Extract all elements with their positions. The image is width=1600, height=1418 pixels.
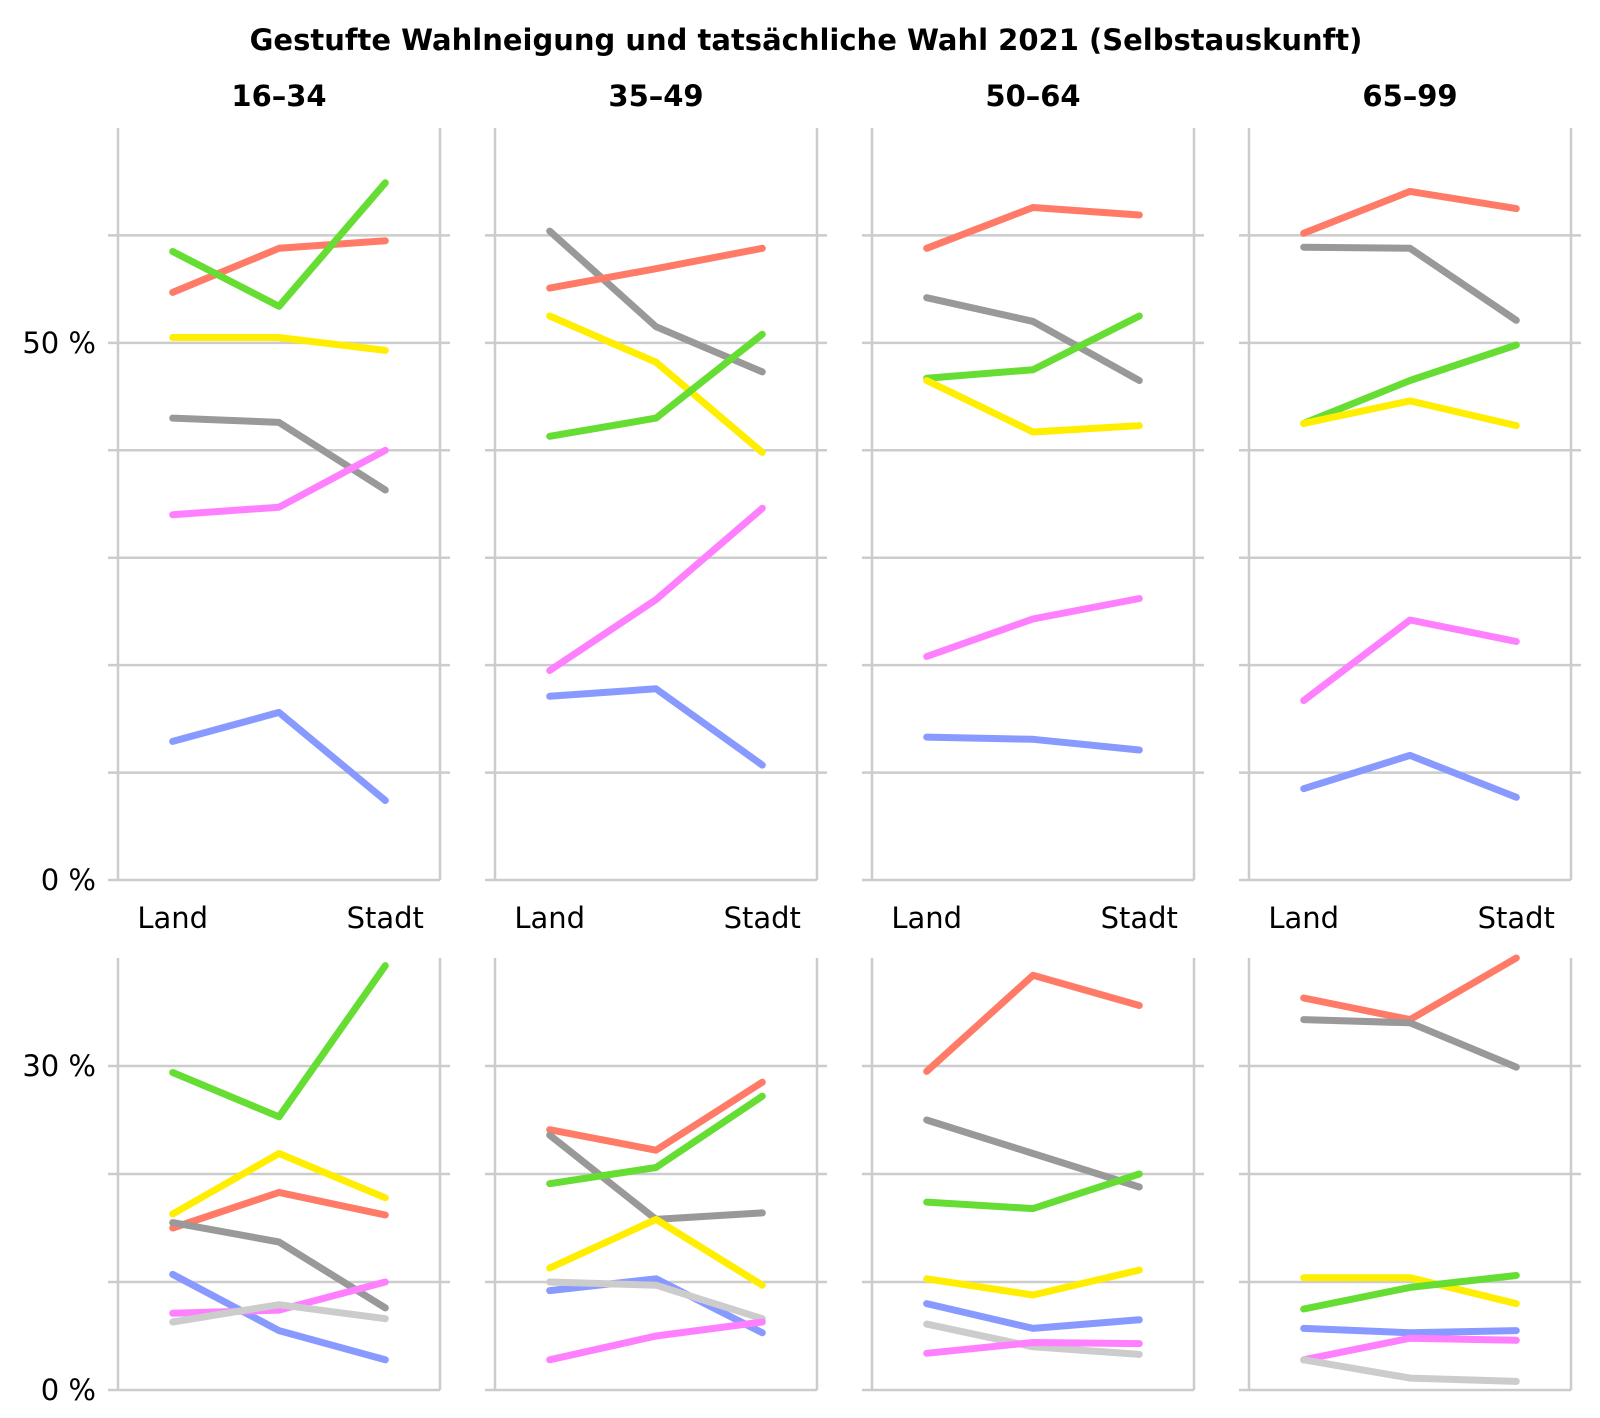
series-line-7	[1300, 1356, 1520, 1385]
series-line-1	[546, 1078, 766, 1154]
series-line-1	[923, 204, 1143, 252]
panel-2-1	[108, 958, 450, 1392]
x-tick-label-land: Land	[1268, 901, 1339, 935]
series-line-1	[169, 962, 389, 1121]
series-line-3	[546, 312, 766, 456]
y-tick-label-2-1: 0 %	[41, 1373, 96, 1407]
column-title-2: 35–49	[608, 79, 703, 113]
panel-1-4: Land Stadt	[1239, 128, 1581, 935]
series-line-5	[169, 1270, 389, 1364]
series-line-2	[169, 1150, 389, 1218]
series-line-7	[923, 1339, 1143, 1357]
series-line-4	[1300, 397, 1520, 430]
series-line-3	[546, 1092, 766, 1188]
series-line-5	[169, 446, 389, 519]
x-tick-label-stadt: Stadt	[1101, 901, 1178, 935]
x-tick-label-land: Land	[891, 901, 962, 935]
series-line-5	[546, 1275, 766, 1337]
column-title-3: 50–64	[985, 79, 1080, 113]
panel-1-3: Land Stadt	[862, 128, 1204, 935]
series-line-2	[546, 244, 766, 292]
series-line-2	[1300, 243, 1520, 324]
series-line-1	[546, 227, 766, 376]
series-line-3	[169, 1188, 389, 1232]
y-tick-label-1-2: 50 %	[22, 326, 96, 360]
series-line-5	[1300, 1324, 1520, 1337]
series-line-7	[169, 1301, 389, 1326]
series-line-2	[169, 414, 389, 494]
series-line-6	[546, 1278, 766, 1323]
series-line-2	[1300, 1016, 1520, 1071]
series-line-3	[1300, 341, 1520, 427]
x-tick-label-land: Land	[514, 901, 585, 935]
series-line-6	[169, 708, 389, 804]
x-tick-label-land: Land	[137, 901, 208, 935]
series-line-1	[1300, 187, 1520, 237]
series-line-6	[1300, 1334, 1520, 1364]
chart-title: Gestufte Wahlneigung und tatsächliche Wa…	[250, 23, 1363, 57]
series-line-1	[1300, 954, 1520, 1024]
series-line-5	[1300, 616, 1520, 705]
series-line-3	[169, 179, 389, 310]
series-line-6	[546, 685, 766, 769]
series-line-6	[1300, 751, 1520, 801]
series-line-6	[169, 1278, 389, 1317]
panel-1-1: Land Stadt	[108, 128, 450, 935]
series-line-7	[546, 1318, 766, 1364]
series-line-4	[546, 1215, 766, 1289]
column-title-4: 65–99	[1362, 79, 1457, 113]
series-line-2	[923, 294, 1143, 384]
panel-2-4	[1239, 954, 1581, 1392]
series-line-6	[923, 733, 1143, 754]
panel-1-2: Land Stadt	[485, 128, 827, 935]
y-tick-label-2-2: 30 %	[22, 1049, 96, 1083]
series-line-4	[923, 1266, 1143, 1299]
series-line-3	[1300, 1274, 1520, 1308]
series-line-5	[546, 504, 766, 674]
series-line-4	[923, 377, 1143, 436]
series-line-4	[546, 330, 766, 440]
series-line-1	[169, 237, 389, 296]
panel-2-3	[862, 958, 1204, 1392]
y-tick-label-1-1: 0 %	[41, 863, 96, 897]
series-line-4	[169, 334, 389, 354]
x-tick-label-stadt: Stadt	[347, 901, 424, 935]
series-line-4	[169, 1219, 389, 1312]
series-line-1	[923, 971, 1143, 1075]
series-line-6	[923, 1320, 1143, 1358]
x-tick-label-stadt: Stadt	[724, 901, 801, 935]
series-line-5	[923, 595, 1143, 660]
series-line-4	[1300, 1272, 1520, 1313]
series-line-3	[923, 1170, 1143, 1213]
panel-2-2	[485, 958, 827, 1392]
series-line-2	[923, 1116, 1143, 1191]
panel-grid: 16–34 35–49 50–64 65–990 %50 %Land Stadt Land…	[22, 79, 1581, 1407]
x-tick-label-stadt: Stadt	[1478, 901, 1555, 935]
series-line-5	[923, 1300, 1143, 1332]
column-title-1: 16–34	[231, 79, 326, 113]
series-line-3	[923, 312, 1143, 382]
